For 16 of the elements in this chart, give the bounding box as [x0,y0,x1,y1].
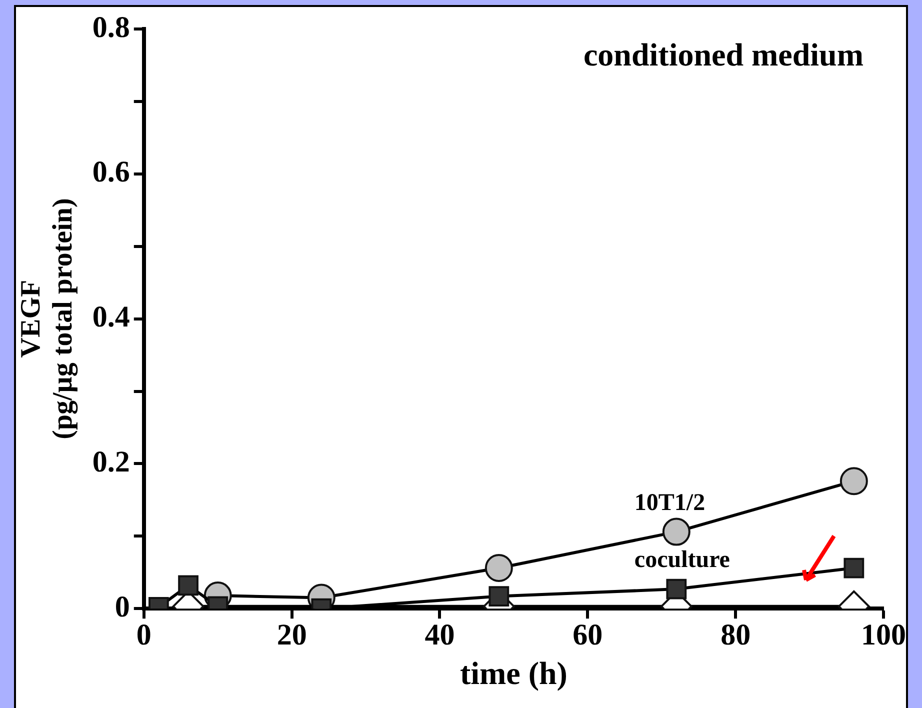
y-axis-title: VEGF (pg/µg total protein) [15,198,79,440]
x-tick-label: 40 [424,618,455,652]
series-label: coculture [634,547,730,574]
y-tick-label: 0.8 [92,10,130,44]
x-tick-label: 0 [136,618,152,652]
y-tick-label: 0.4 [92,300,130,334]
series-label: 10T1/2 [634,490,706,516]
x-tick-label: 80 [720,618,751,652]
y-tick-label: 0.2 [92,445,130,478]
y-tick-label: 0 [114,590,130,624]
x-tick-label: 100 [861,618,906,652]
y-tick-label: 0.6 [92,156,130,189]
x-tick-label: 60 [572,618,603,652]
x-tick-label: 20 [276,618,307,652]
annotation: conditioned medium [583,36,864,72]
x-axis-title: time (h) [460,655,568,692]
